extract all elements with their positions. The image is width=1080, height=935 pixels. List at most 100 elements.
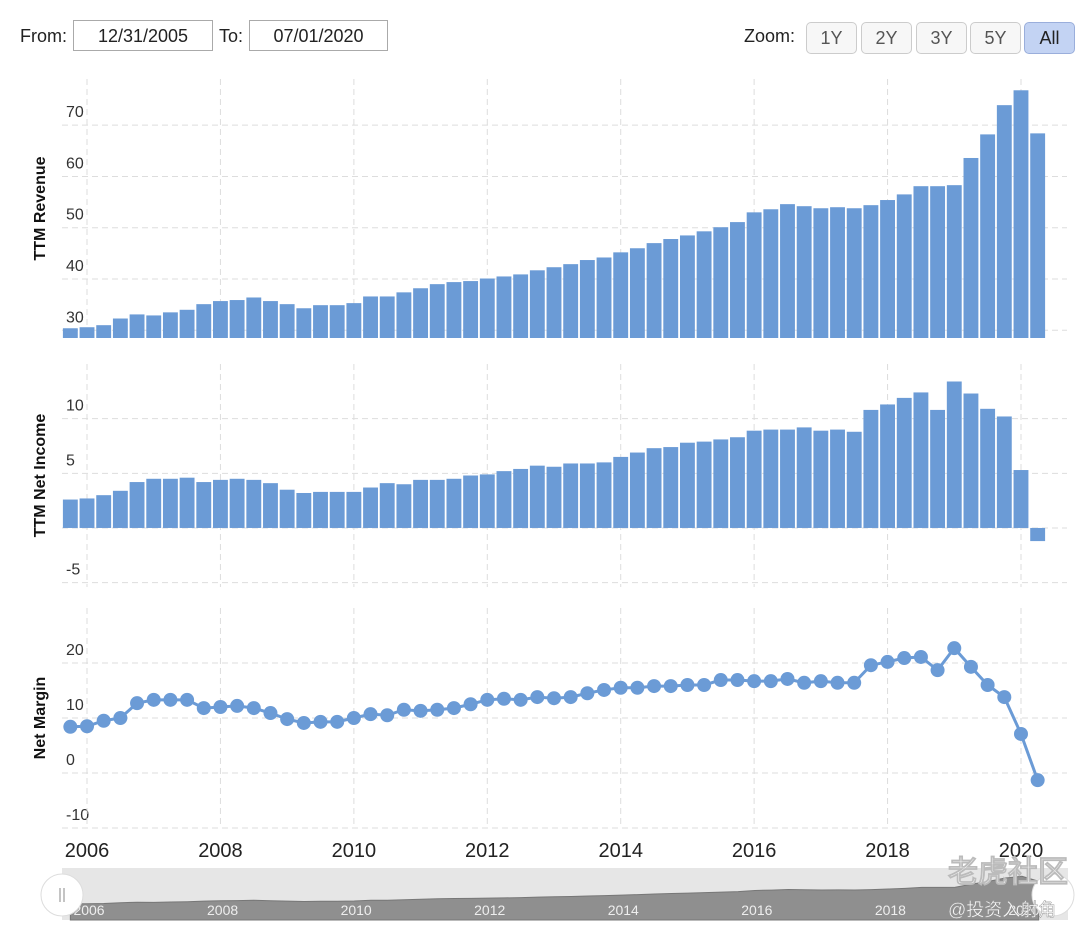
bar (963, 393, 979, 528)
marker (797, 675, 812, 690)
bar (513, 468, 529, 528)
marker (380, 708, 395, 723)
y-tick-label: -10 (66, 807, 89, 824)
marker (280, 712, 295, 727)
zoom-button[interactable]: 5Y (970, 22, 1021, 54)
marker (1030, 773, 1045, 788)
y-tick-label: 30 (66, 309, 84, 326)
bar (696, 441, 712, 528)
bar (296, 492, 312, 528)
navigator-label: 2012 (474, 902, 505, 918)
marker (513, 692, 528, 707)
bar (546, 267, 562, 338)
navigator-label: 2006 (73, 902, 104, 918)
bar (313, 305, 328, 338)
bar (713, 227, 729, 338)
bar (363, 296, 378, 338)
bar (413, 288, 429, 338)
y-tick-label: 10 (66, 697, 84, 714)
navigator-label: 2010 (341, 902, 372, 918)
bar (413, 479, 429, 528)
marker (980, 678, 995, 692)
bar (713, 439, 729, 528)
navigator-handle[interactable] (40, 873, 84, 917)
bar (1013, 470, 1029, 528)
bar (830, 207, 845, 338)
x-tick-label: 2010 (332, 840, 377, 862)
bar (329, 491, 345, 528)
bar (279, 304, 295, 338)
marker (396, 702, 411, 717)
bar (646, 448, 662, 528)
bar (579, 463, 595, 528)
navigator-label: 2020 (1008, 902, 1039, 918)
bar (213, 479, 228, 528)
bar (596, 462, 612, 528)
bar (479, 474, 495, 528)
to-input[interactable]: 07/01/2020 (249, 20, 388, 51)
marker (1013, 726, 1028, 741)
y-axis-title: TTM Revenue (32, 156, 49, 260)
marker (180, 692, 195, 707)
marker (747, 674, 762, 689)
bar (96, 325, 112, 338)
bar (346, 491, 362, 528)
to-label: To: (219, 26, 244, 46)
navigator-handle[interactable] (1031, 873, 1075, 917)
navigator-area (69, 875, 1040, 921)
bar (980, 408, 996, 528)
marker (630, 680, 645, 695)
watermark-brand: 老虎社区 (948, 856, 1068, 889)
marker (263, 706, 278, 721)
bar (780, 429, 795, 528)
bar (896, 194, 912, 338)
marker (413, 703, 428, 718)
y-axis-title: Net Margin (32, 677, 49, 760)
bar (229, 300, 245, 338)
bar (846, 431, 862, 528)
bar (479, 278, 495, 338)
bar (229, 478, 245, 528)
bar (529, 270, 545, 338)
marker (363, 707, 378, 722)
bar (496, 471, 512, 528)
from-input[interactable]: 12/31/2005 (73, 20, 213, 51)
zoom-button[interactable]: All (1024, 22, 1075, 54)
bar (746, 430, 762, 528)
bar (629, 452, 645, 528)
marker (213, 700, 228, 714)
bar (263, 483, 278, 528)
bar (146, 478, 162, 528)
y-tick-label: 10 (66, 398, 84, 415)
zoom-button[interactable]: 2Y (861, 22, 912, 54)
bar (246, 297, 262, 338)
bar (429, 284, 445, 338)
marker (963, 659, 978, 674)
from-label: From: (20, 26, 67, 46)
bar (396, 484, 412, 528)
bar (930, 186, 946, 338)
bar (279, 489, 295, 528)
bar (663, 239, 679, 338)
x-tick-label: 2020 (999, 840, 1044, 862)
bar (996, 416, 1012, 528)
bar (379, 296, 395, 338)
y-tick-label: 0 (66, 752, 75, 769)
zoom-button[interactable]: 1Y (806, 22, 857, 54)
bar (196, 482, 212, 528)
navigator-label: 2016 (741, 902, 772, 918)
zoom-button[interactable]: 3Y (916, 22, 967, 54)
marker (196, 701, 211, 716)
bar (162, 478, 178, 528)
y-tick-label: 40 (66, 258, 84, 275)
marker (296, 715, 311, 730)
bar (946, 381, 962, 528)
bar (613, 456, 629, 528)
bar (813, 430, 829, 528)
bar (196, 304, 212, 338)
bar (696, 231, 712, 338)
bar (863, 409, 879, 528)
x-tick-label: 2018 (865, 840, 910, 862)
